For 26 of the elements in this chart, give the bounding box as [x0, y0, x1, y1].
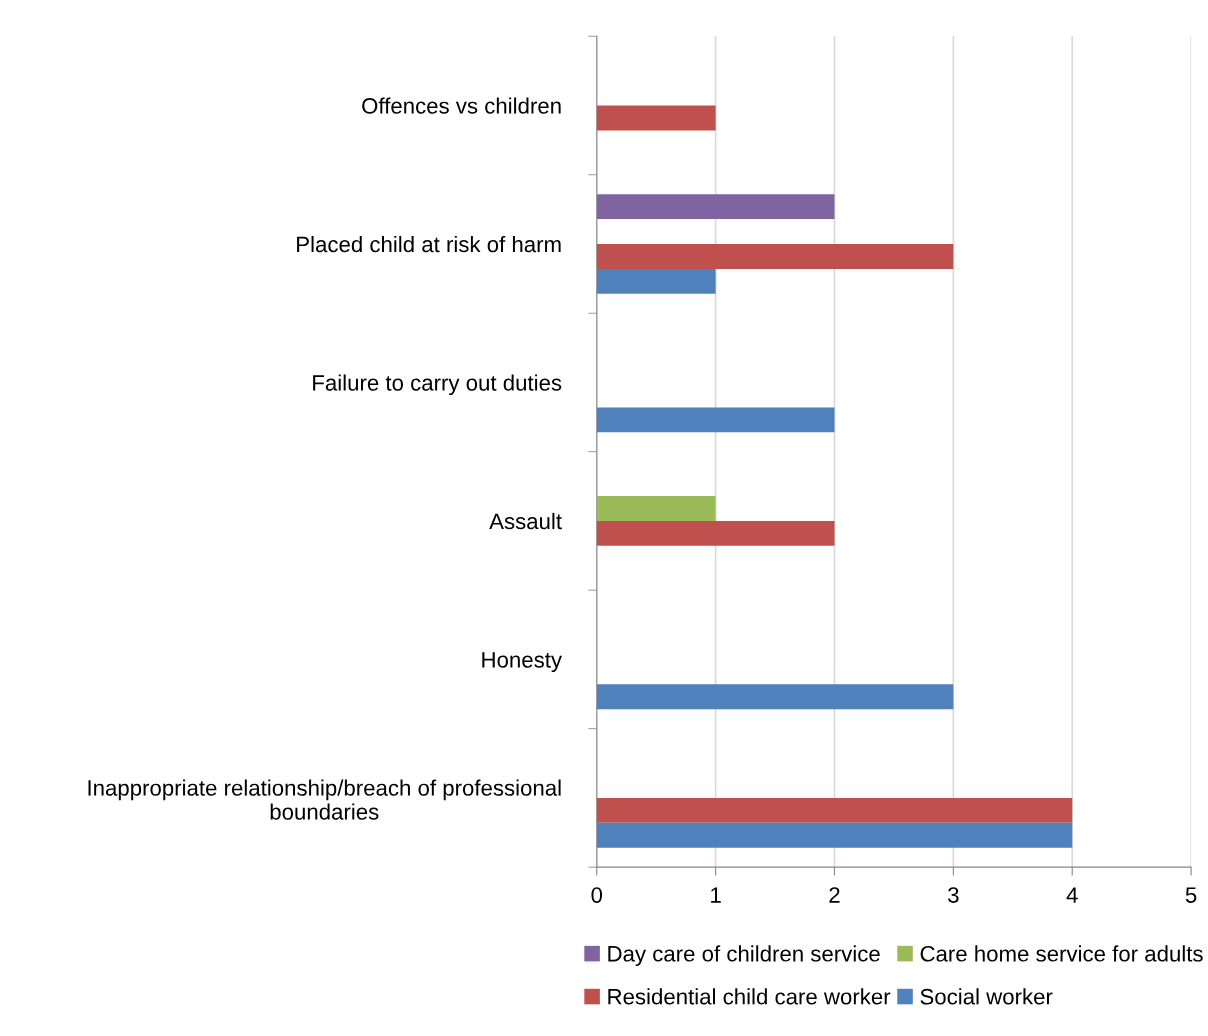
bar	[596, 268, 716, 294]
y-tick-label: Honesty	[482, 652, 562, 673]
x-tick-label: 1	[711, 887, 721, 903]
bar	[596, 822, 1073, 848]
bar	[596, 105, 716, 131]
bar	[596, 194, 835, 220]
y-tick-label: Offences vs children	[362, 97, 561, 114]
legend-label: Residential child care worker	[608, 988, 891, 1005]
y-tick-label: Inappropriate relationship/breach of professional boundaries	[88, 779, 561, 820]
y-tick-label: Assault	[489, 512, 562, 530]
x-tick-label: 3	[948, 887, 959, 903]
bar	[596, 496, 716, 521]
y-tick-label: Failure to carry out duties	[313, 374, 562, 396]
bar	[596, 797, 1073, 823]
bar	[596, 407, 835, 433]
legend-label: Day care of children service	[608, 945, 880, 967]
legend-label: Social worker	[920, 988, 1053, 1005]
bar	[596, 520, 835, 546]
bar	[596, 243, 954, 269]
legend-label: Care home service for adults	[920, 945, 1203, 962]
x-tick-label: 5	[1185, 887, 1197, 903]
bar	[596, 684, 954, 710]
x-tick-label: 2	[829, 887, 840, 903]
y-tick-label: Placed child at risk of harm	[297, 235, 561, 253]
x-tick-label: 0	[591, 887, 603, 903]
x-tick-label: 4	[1066, 887, 1078, 903]
